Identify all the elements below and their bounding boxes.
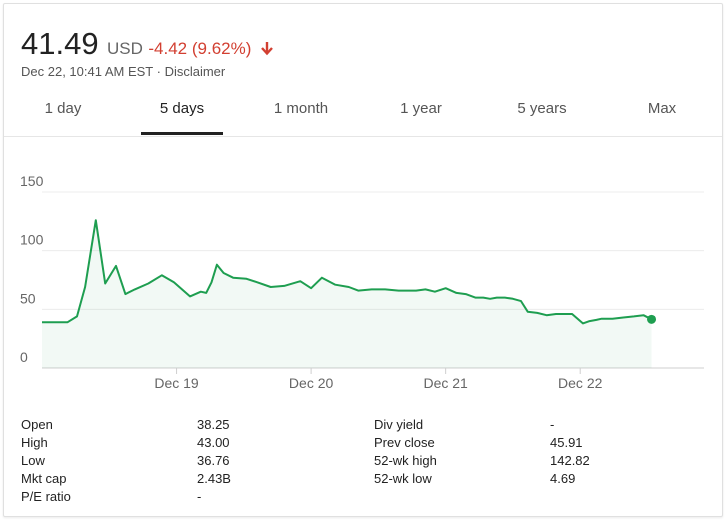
disclaimer-link[interactable]: Disclaimer [164, 64, 226, 79]
price-timestamp: Dec 22, 10:41 AM EST [21, 64, 153, 79]
stat-value: 45.91 [550, 435, 583, 450]
series-line [42, 219, 652, 325]
price-header: 41.49 USD -4.42 (9.62%) [21, 26, 274, 62]
stat-value: 2.43B [197, 471, 231, 486]
y-tick-label: 100 [20, 232, 44, 248]
tab-5-years[interactable]: 5 years [517, 100, 567, 117]
stat-label: Low [21, 453, 45, 468]
stat-value: 36.76 [197, 453, 230, 468]
stat-label: Div yield [374, 417, 424, 432]
x-tick-label: Dec 20 [289, 375, 334, 391]
price-chart: 0 50 100 150 Dec 19 Dec 20 Dec 21 Dec 22 [20, 173, 704, 391]
tab-1-year[interactable]: 1 year [400, 100, 442, 117]
tab-1-day[interactable]: 1 day [44, 100, 82, 117]
price-change: -4.42 (9.62%) [148, 39, 252, 58]
last-point-marker [647, 314, 657, 324]
tab-5-days[interactable]: 5 days [141, 88, 223, 135]
stat-value: 142.82 [550, 453, 590, 468]
stat-value: - [550, 417, 555, 432]
stock-card: 41.49 USD -4.42 (9.62%) Dec 22, 10:41 AM… [3, 3, 723, 517]
y-tick-label: 150 [20, 173, 44, 189]
stat-label: 52-wk low [374, 471, 432, 486]
stat-value: 38.25 [197, 417, 230, 432]
separator: · [153, 64, 165, 79]
price-timestamp-row: Dec 22, 10:41 AM EST · Disclaimer [21, 64, 225, 79]
stat-value: 4.69 [550, 471, 576, 486]
stat-label: Open [21, 417, 53, 432]
current-price: 41.49 [21, 26, 99, 61]
stat-label: Prev close [374, 435, 435, 450]
tab-max[interactable]: Max [647, 100, 677, 117]
arrow-down-icon [260, 42, 273, 56]
range-tabs: 1 day 5 days 1 month 1 year 5 years Max [4, 88, 722, 137]
x-tick-label: Dec 21 [423, 375, 468, 391]
x-tick-label: Dec 22 [558, 375, 603, 391]
y-tick-label: 0 [20, 349, 28, 365]
stat-label: Mkt cap [21, 471, 67, 486]
stat-label: P/E ratio [21, 489, 71, 504]
stat-label: High [21, 435, 48, 450]
series-area [42, 220, 652, 368]
tab-1-month[interactable]: 1 month [273, 100, 329, 117]
x-tick-label: Dec 19 [154, 375, 199, 391]
stat-value: - [197, 489, 202, 504]
y-tick-label: 50 [20, 290, 36, 306]
stat-value: 43.00 [197, 435, 230, 450]
stat-label: 52-wk high [374, 453, 437, 468]
currency-code: USD [107, 39, 143, 58]
